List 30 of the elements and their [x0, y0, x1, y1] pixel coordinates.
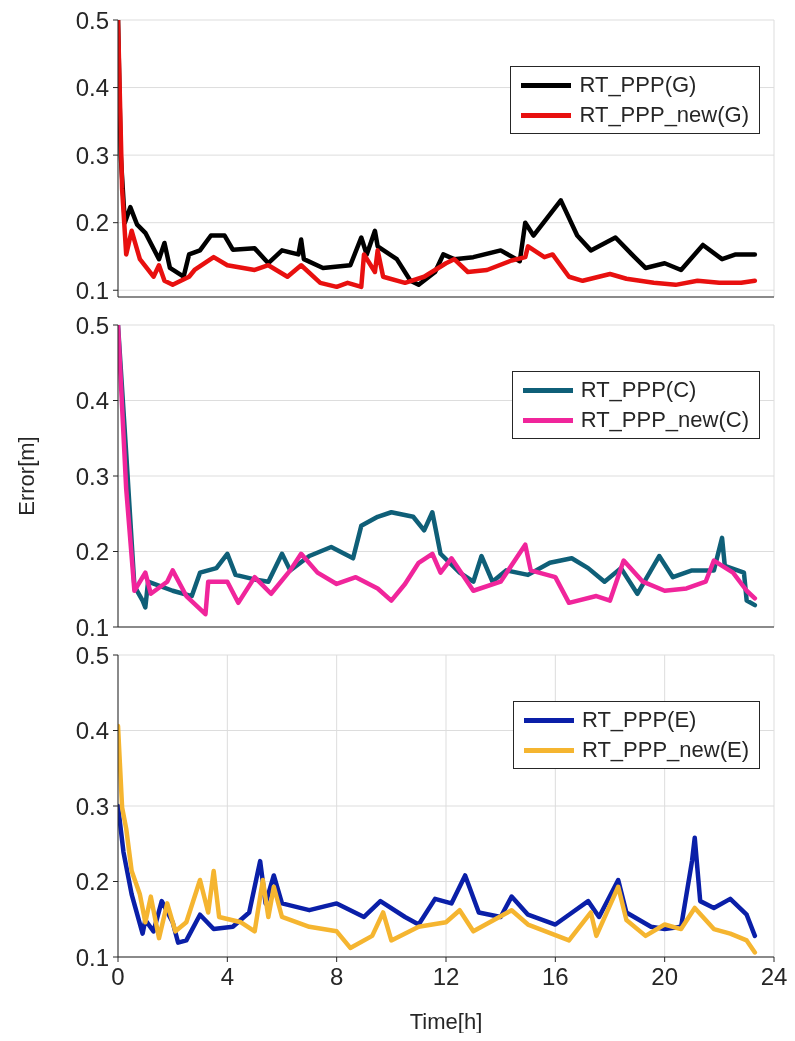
y-tick-label: 0.1 [75, 943, 109, 971]
x-tick-label: 16 [541, 963, 569, 991]
x-tick-label: 4 [220, 963, 235, 991]
x-tick-label: 20 [651, 963, 679, 991]
y-tick-label: 0.4 [75, 717, 109, 745]
x-tick-label: 0 [111, 963, 125, 991]
y-tick-label: 0.1 [75, 276, 109, 304]
y-tick-label: 0.4 [75, 387, 109, 415]
legend-label: RT_PPP_new(G) [579, 101, 749, 129]
legend-label: RT_PPP(E) [581, 706, 697, 734]
y-tick-label: 0.3 [75, 141, 109, 169]
y-tick-label: 0.5 [75, 6, 109, 34]
y-tick-label: 0.2 [75, 868, 109, 896]
y-tick-label: 0.2 [75, 538, 109, 566]
y-axis-title: Error[m] [13, 436, 39, 516]
legend-label: RT_PPP_new(E) [581, 736, 749, 764]
y-tick-label: 0.5 [75, 311, 109, 339]
legend-label: RT_PPP_new(C) [580, 406, 749, 434]
y-tick-label: 0.3 [75, 792, 109, 820]
x-tick-label: 24 [760, 963, 788, 991]
y-tick-label: 0.2 [75, 209, 109, 237]
y-tick-label: 0.1 [75, 613, 109, 641]
legend-label: RT_PPP(C) [580, 376, 697, 404]
y-tick-label: 0.5 [75, 641, 109, 669]
x-tick-label: 8 [329, 963, 344, 991]
y-tick-label: 0.4 [75, 74, 109, 102]
x-axis-title: Time[h] [409, 1009, 483, 1034]
y-tick-label: 0.3 [75, 462, 109, 490]
x-tick-label: 12 [432, 963, 460, 991]
legend-label: RT_PPP(G) [579, 71, 697, 99]
